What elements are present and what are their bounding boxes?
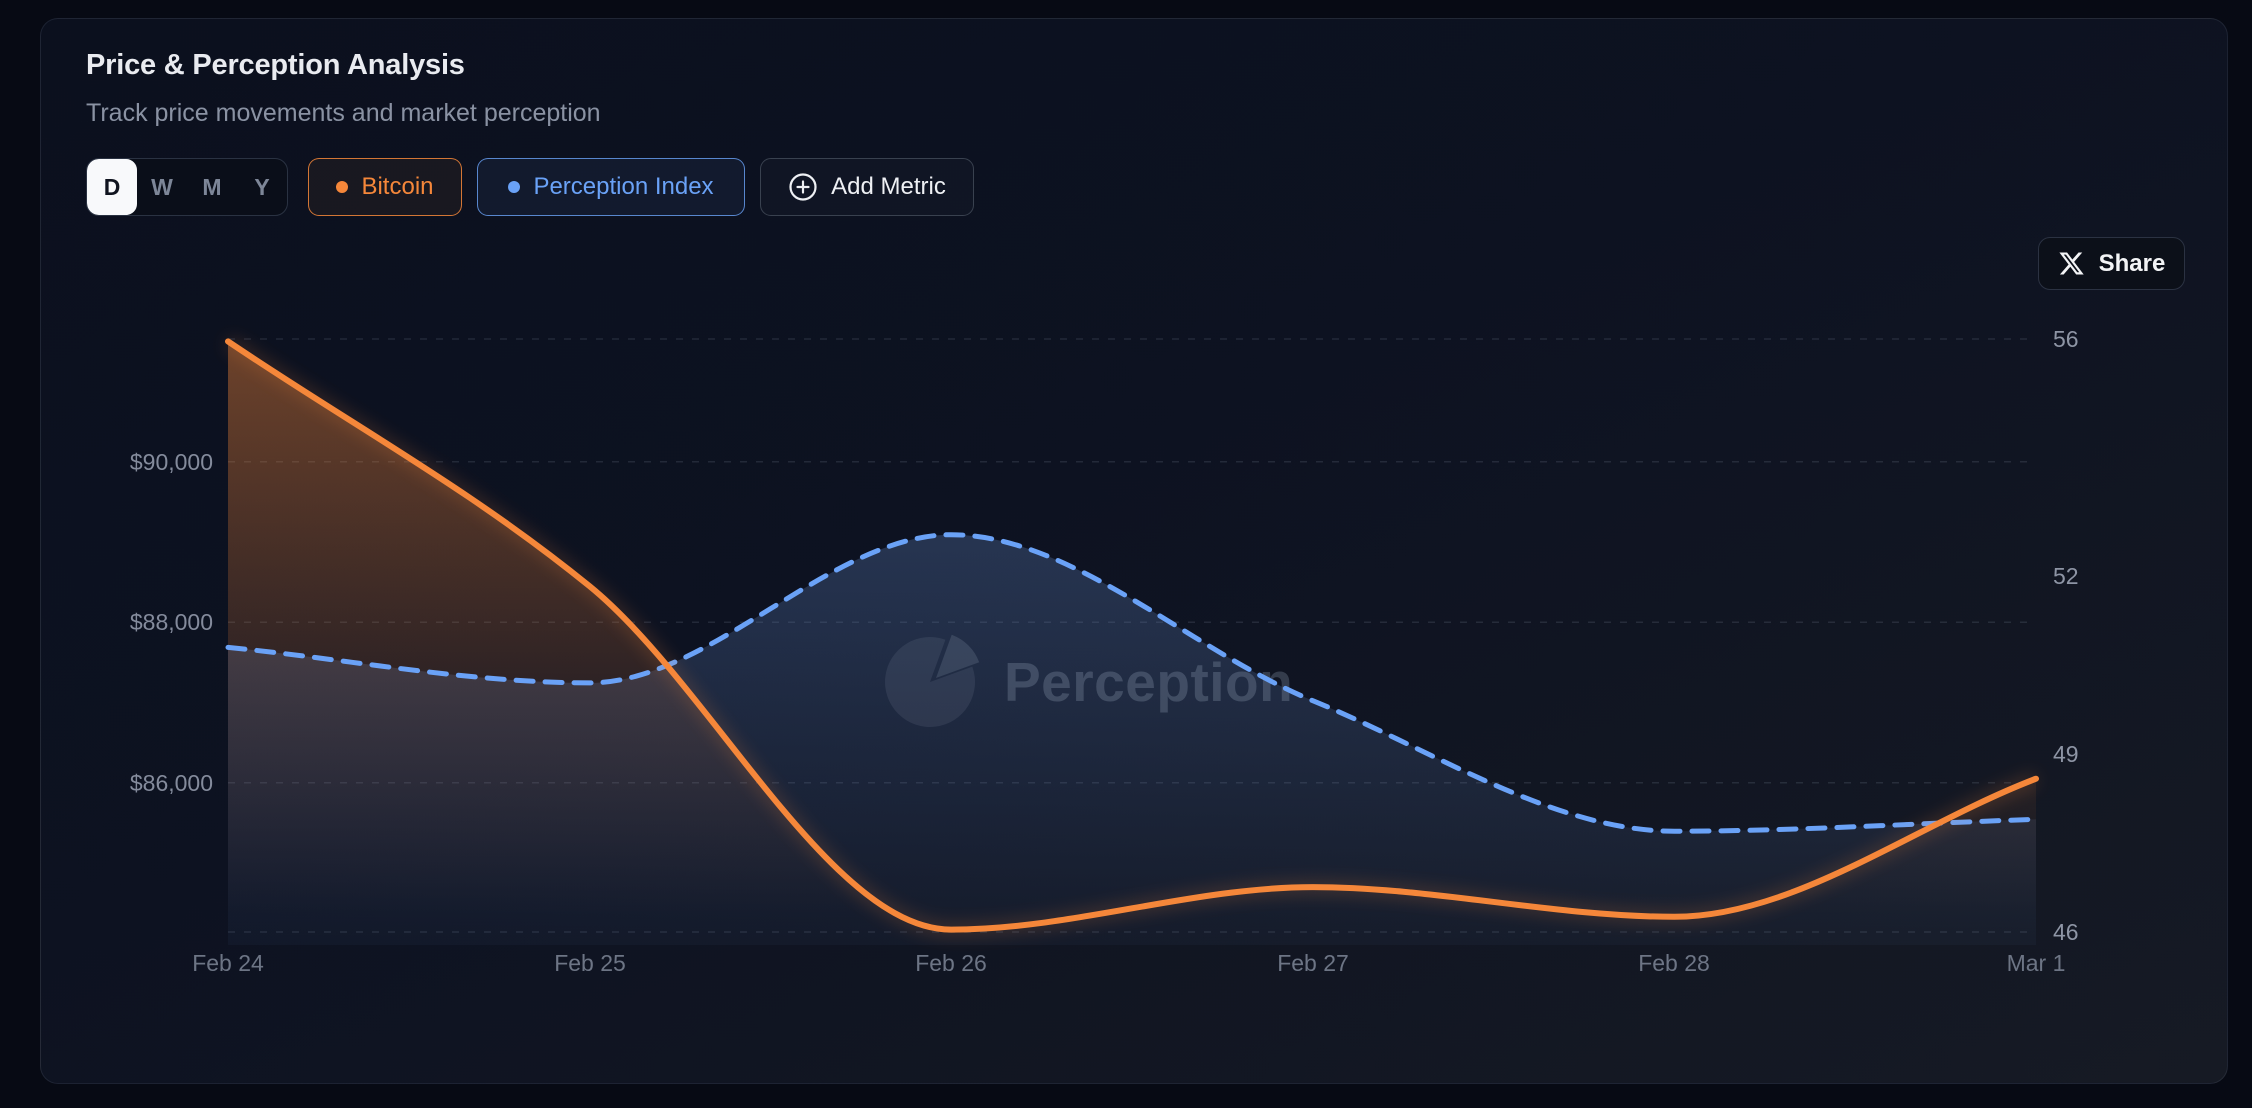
y-axis-right-label: 52 bbox=[2053, 563, 2079, 589]
analysis-card: Price & Perception Analysis Track price … bbox=[40, 18, 2228, 1084]
add-metric-button[interactable]: Add Metric bbox=[760, 158, 974, 216]
y-axis-left-label: $86,000 bbox=[129, 770, 213, 796]
range-option-M[interactable]: M bbox=[187, 159, 237, 215]
x-logo-icon bbox=[2058, 250, 2085, 277]
x-axis-label: Feb 26 bbox=[915, 950, 987, 976]
share-button[interactable]: Share bbox=[2038, 237, 2185, 290]
x-axis-label: Feb 28 bbox=[1638, 950, 1710, 976]
share-label: Share bbox=[2098, 249, 2166, 277]
x-axis-label: Feb 27 bbox=[1277, 950, 1349, 976]
range-option-W[interactable]: W bbox=[137, 159, 187, 215]
perception-toggle-label: Perception Index bbox=[533, 173, 714, 200]
add-metric-label: Add Metric bbox=[831, 173, 946, 200]
y-axis-left-label: $88,000 bbox=[129, 609, 213, 635]
x-axis-label: Feb 25 bbox=[554, 950, 626, 976]
perception-dot-icon bbox=[508, 181, 521, 193]
y-axis-right-label: 49 bbox=[2053, 741, 2079, 767]
page-subtitle: Track price movements and market percept… bbox=[86, 99, 601, 127]
bitcoin-dot-icon bbox=[336, 181, 349, 193]
range-option-D[interactable]: D bbox=[87, 159, 137, 215]
x-axis-label: Feb 24 bbox=[192, 950, 264, 976]
range-option-Y[interactable]: Y bbox=[237, 159, 287, 215]
perception-toggle-chip[interactable]: Perception Index bbox=[477, 158, 745, 216]
y-axis-left-label: $90,000 bbox=[129, 449, 213, 475]
y-axis-right-label: 46 bbox=[2053, 919, 2079, 945]
bitcoin-toggle-label: Bitcoin bbox=[361, 173, 434, 200]
x-axis-label: Mar 1 bbox=[2006, 950, 2066, 976]
y-axis-right-label: 56 bbox=[2053, 326, 2079, 352]
plus-circle-icon bbox=[788, 172, 818, 202]
page-title: Price & Perception Analysis bbox=[86, 49, 465, 81]
bitcoin-toggle-chip[interactable]: Bitcoin bbox=[308, 158, 462, 216]
